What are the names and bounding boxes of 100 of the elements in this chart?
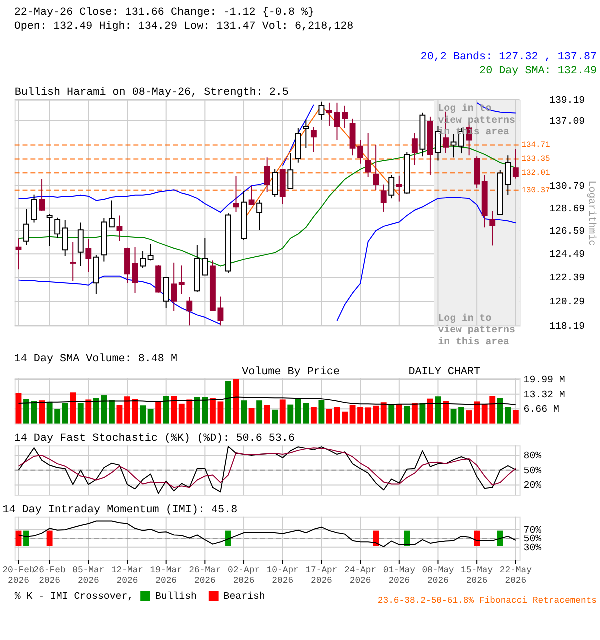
x-tick-label: 26-Mar 2026 [189, 565, 222, 586]
line-series [18, 446, 516, 494]
bar [420, 403, 426, 424]
chart-title: 14 Day Intraday Momentum (IMI): 45.8 [2, 504, 238, 516]
bar [148, 409, 154, 424]
candlestick [86, 238, 92, 273]
candlestick [39, 178, 46, 212]
candlestick [334, 102, 340, 141]
bar [248, 408, 255, 424]
bar [310, 407, 317, 424]
candlestick [62, 220, 68, 257]
x-tick-label: 02-Apr 2026 [228, 565, 260, 586]
bar [241, 400, 247, 424]
bar [435, 396, 442, 424]
bar [70, 392, 76, 424]
y-tick-label: 70% [524, 524, 542, 536]
text: 23.6-38.2-50-61.8% Fibonacci Retracements [378, 596, 598, 606]
bar [226, 381, 232, 424]
y-tick-label: 137.09 [550, 116, 586, 128]
candlestick [512, 149, 519, 180]
candlestick [248, 185, 255, 206]
bar [78, 403, 84, 424]
x-tick-label: 22-May 2026 [500, 565, 533, 586]
bar [256, 400, 263, 424]
bar [512, 410, 519, 424]
x-tick-label: 24-Apr 2026 [344, 565, 377, 586]
ref-line-label: 130.37 [522, 186, 551, 196]
legend-title: % K - IMI Crossover, [14, 591, 134, 602]
candlestick [412, 132, 418, 166]
bar [450, 409, 457, 424]
bar [39, 400, 46, 424]
bar [124, 396, 130, 424]
candlestick [148, 244, 154, 262]
y-tick-label: 120.29 [550, 296, 586, 308]
bar [62, 403, 68, 424]
bar [233, 379, 240, 424]
y-tick-label: 50% [524, 534, 542, 545]
x-tick-label: 20-Feb 2026 [2, 565, 35, 586]
bar [412, 403, 418, 424]
candlestick [233, 176, 240, 213]
x-tick-label: 05-Mar 2026 [72, 565, 105, 586]
y-tick-label: 118.19 [550, 320, 586, 332]
bar [443, 401, 449, 424]
y-tick-label: 50% [524, 465, 542, 476]
candlestick [163, 276, 170, 309]
candlestick [310, 126, 317, 153]
bar [171, 396, 178, 424]
candlestick [365, 132, 372, 178]
annotation: Log in to view patterns in this area [438, 312, 516, 348]
candlestick [16, 238, 22, 270]
y-tick-label: 128.69 [550, 203, 586, 214]
chart-title: 14 Day SMA Volume: 8.48 M [14, 353, 178, 366]
y-tick-label: 124.49 [550, 249, 586, 260]
bar [326, 409, 332, 424]
candlestick [288, 153, 294, 190]
candlestick [54, 217, 61, 239]
text: 20 Day SMA: 132.49 [480, 65, 598, 78]
candlestick [171, 262, 178, 312]
candlestick [70, 242, 76, 282]
x-tick-label: 15-May 2026 [461, 565, 494, 586]
y-tick-label: 6.66 M [524, 404, 560, 416]
candlestick [178, 265, 185, 295]
candlestick [24, 208, 30, 246]
candlestick [396, 175, 402, 202]
annotation: DAILY CHART [408, 366, 481, 378]
x-tick-label: 19-Mar 2026 [150, 565, 182, 586]
x-tick-label: 08-May 2026 [422, 565, 455, 586]
y-tick-label: 80% [524, 450, 542, 462]
candlestick [31, 194, 38, 224]
y-tick-label: 139.19 [550, 95, 586, 106]
candlestick [342, 105, 348, 128]
x-tick-label: 17-Apr 2026 [306, 565, 338, 586]
candlestick [140, 250, 146, 269]
ref-line-label: 133.35 [522, 155, 551, 164]
bar [404, 406, 410, 424]
chart-title: 22-May-26 Close: 131.66 Change: -1.12 {-0.8 %} [14, 6, 315, 19]
x-tick-label: 10-Apr 2026 [266, 565, 299, 586]
candlestick [318, 101, 325, 120]
text: 20,2 Bands: 127.32 , 137.87 [420, 51, 598, 64]
bar [427, 398, 434, 424]
annotation: Volume By Price [242, 366, 340, 378]
candlestick [272, 168, 278, 198]
line-series [18, 396, 516, 406]
line-series [18, 520, 516, 548]
line-series [18, 448, 516, 488]
x-tick-label: 12-Mar 2026 [111, 565, 144, 586]
bar [318, 400, 325, 424]
bar [288, 404, 294, 424]
bar [24, 399, 30, 424]
y-tick-label: 122.39 [550, 272, 586, 284]
candlestick [264, 157, 270, 193]
bar [16, 393, 22, 424]
y-tick-label: 30% [524, 542, 542, 554]
text: Bullish Harami on 08-May-26, Strength: 2.5 [14, 87, 289, 100]
candlestick [132, 246, 138, 294]
ref-line-label: 132.01 [522, 169, 551, 178]
bar [458, 407, 465, 424]
legend-label: Bullish [155, 591, 198, 602]
candlestick [186, 296, 193, 326]
bar [280, 400, 286, 424]
